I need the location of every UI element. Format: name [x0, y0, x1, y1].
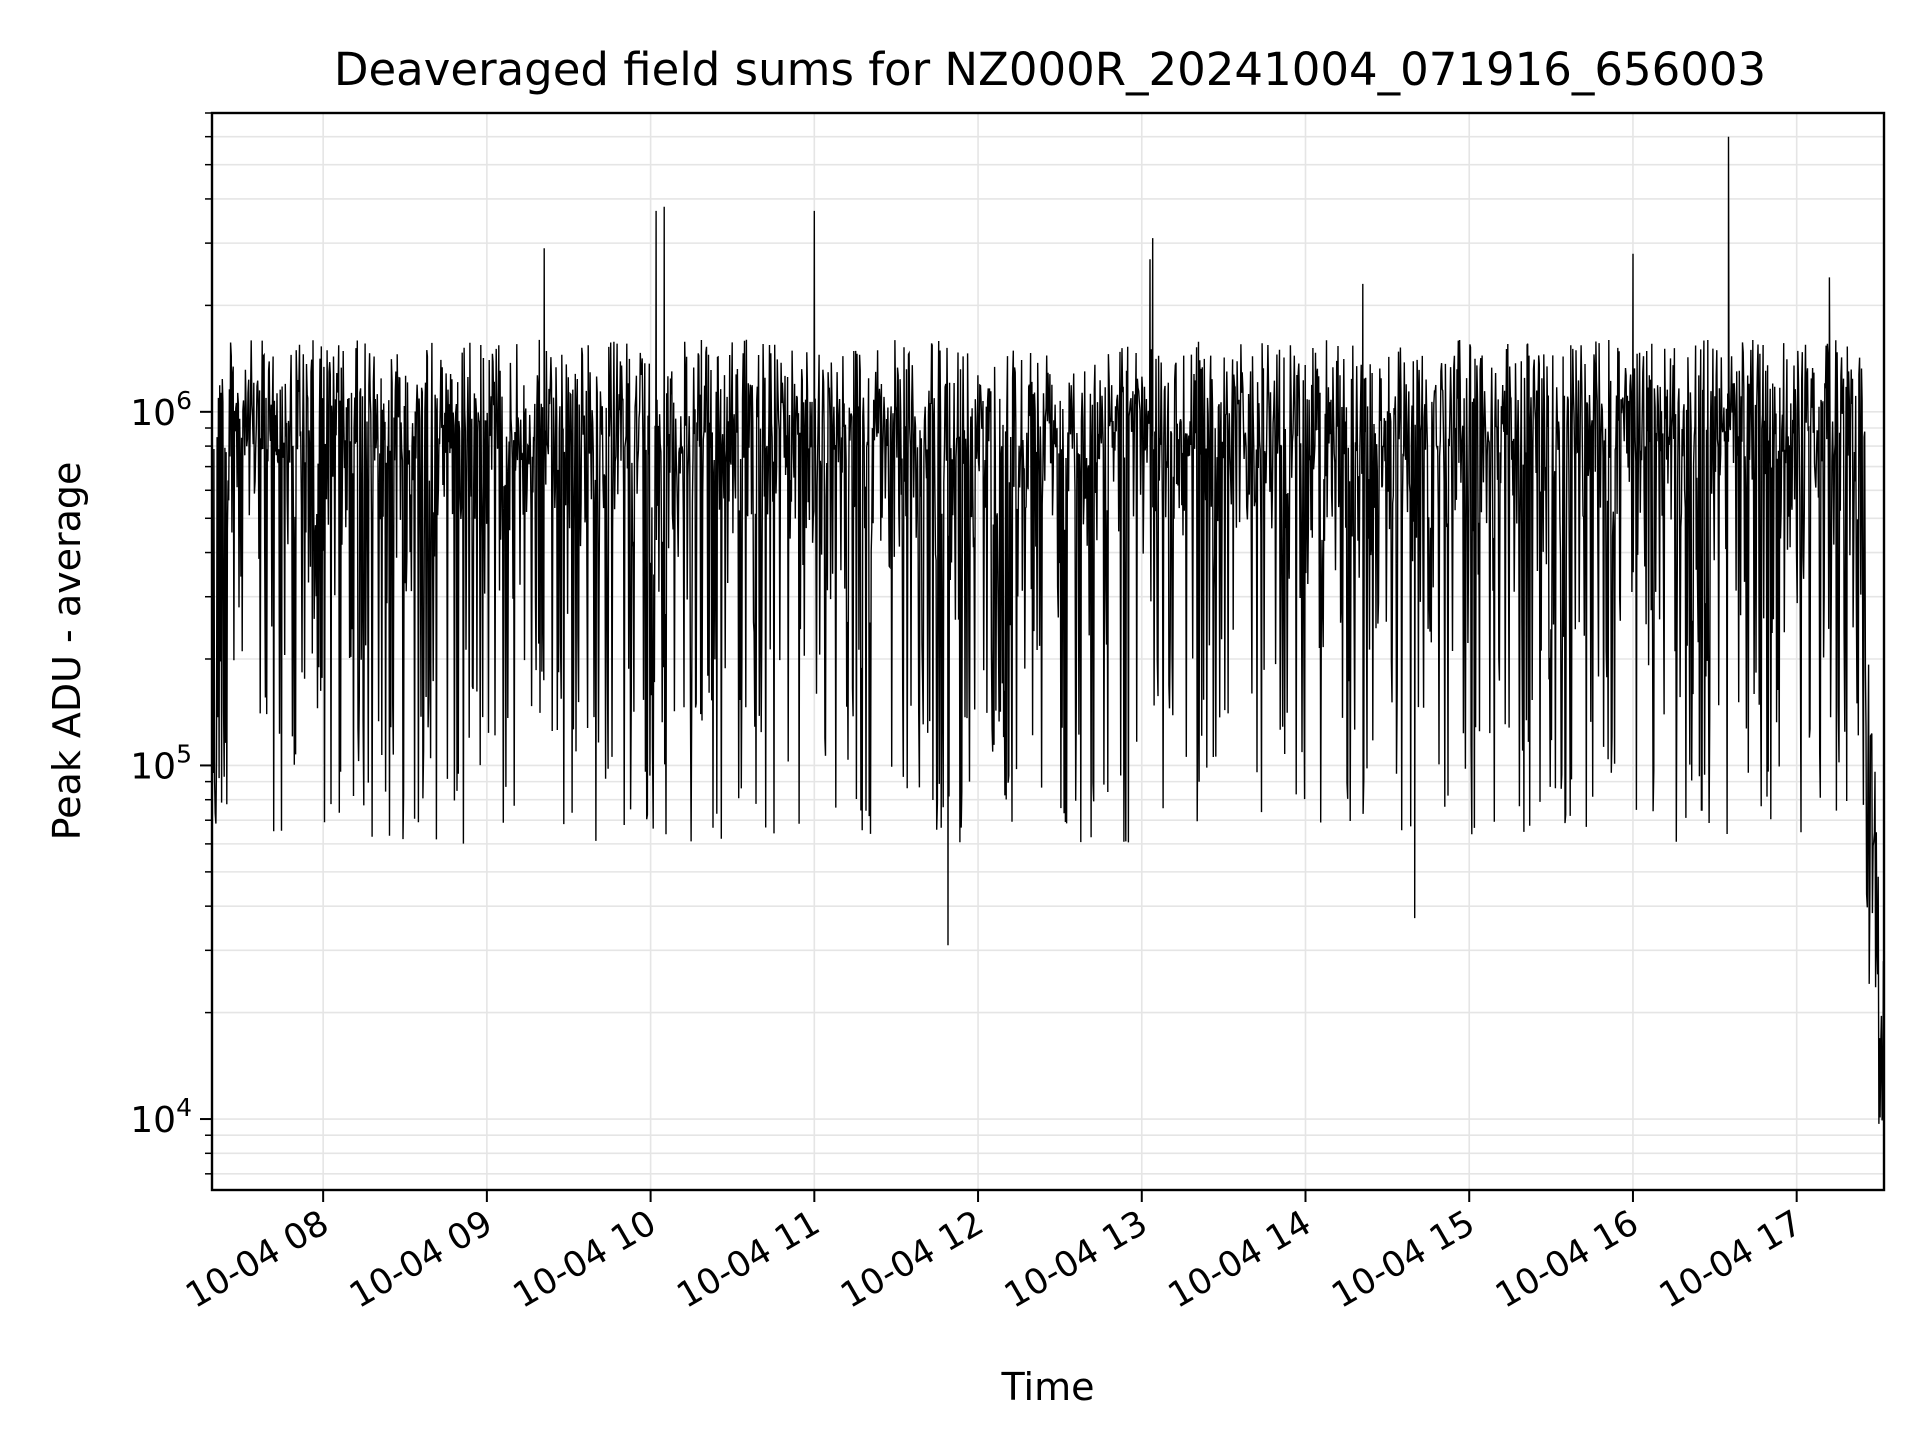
- x-tick-label: 10-04 12: [834, 1203, 990, 1316]
- data-line: [211, 136, 1885, 1189]
- y-axis-ticks: 104 105 106: [130, 112, 212, 1175]
- y-axis-label: Peak ADU - average: [45, 462, 89, 841]
- x-tick-label: 10-04 08: [179, 1203, 335, 1316]
- grid-lines: [212, 112, 1884, 1190]
- x-tick-label: 10-04 14: [1162, 1203, 1318, 1316]
- x-tick-label: 10-04 11: [671, 1203, 827, 1316]
- y-tick-label: 105: [130, 739, 192, 787]
- x-axis-ticks: 10-04 08 10-04 09 10-04 10 10-04 11 10-04 12…: [179, 1190, 1809, 1316]
- plot-frame: [210, 111, 1886, 1192]
- y-tick-label: 104: [130, 1093, 192, 1141]
- x-tick-label: 10-04 09: [343, 1203, 499, 1316]
- series-line: [211, 136, 1885, 1189]
- x-axis-label: Time: [1001, 1365, 1095, 1409]
- x-tick-label: 10-04 10: [507, 1203, 663, 1316]
- y-tick-label: 106: [130, 386, 192, 434]
- x-tick-label: 10-04 17: [1653, 1203, 1809, 1316]
- x-tick-label: 10-04 13: [998, 1203, 1154, 1316]
- x-tick-label: 10-04 15: [1325, 1203, 1481, 1316]
- chart-title: Deaveraged field sums for NZ000R_2024100…: [334, 43, 1766, 96]
- x-tick-label: 10-04 16: [1489, 1203, 1645, 1316]
